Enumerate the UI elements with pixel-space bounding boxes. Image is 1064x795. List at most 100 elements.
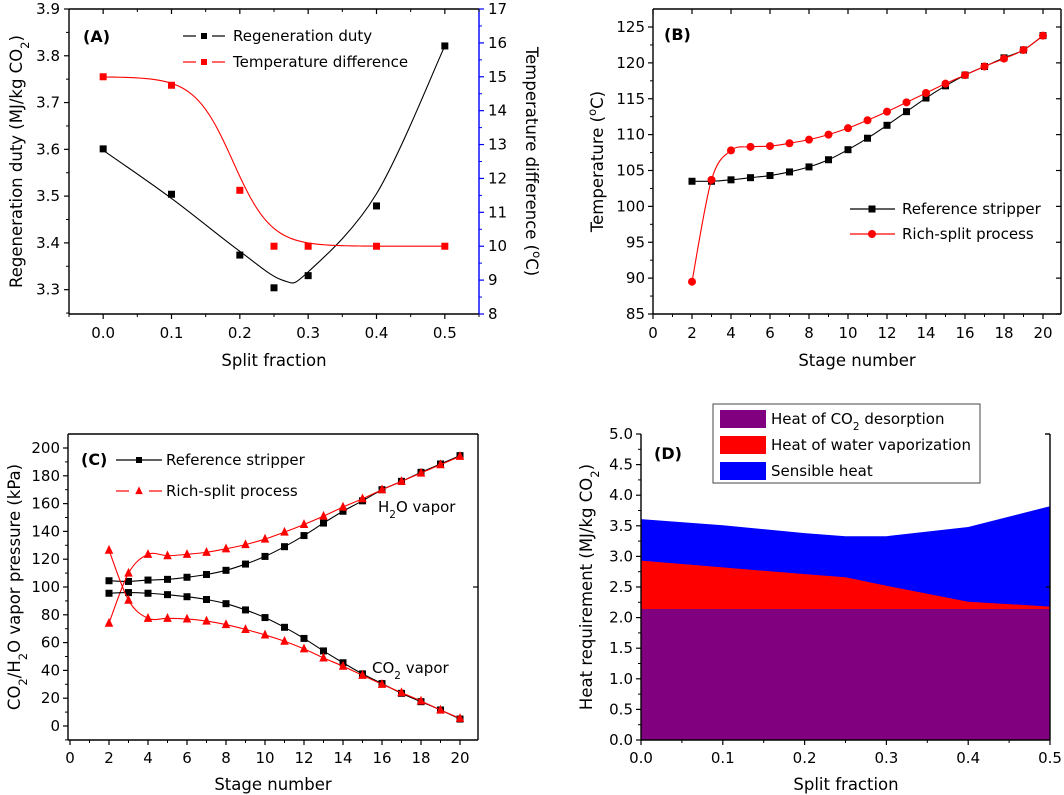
data-point [261, 614, 269, 622]
data-point [203, 596, 210, 604]
y2-tick-label: 11 [488, 203, 507, 221]
y-tick-label: 3.8 [36, 47, 60, 65]
panel-label: (C) [81, 450, 107, 469]
panel-label: (B) [664, 25, 691, 44]
data-point [922, 89, 930, 98]
data-point [727, 176, 735, 184]
series-line [108, 592, 461, 720]
panel-b: 0 2 4 6 8 10 12 14 16 18 20 85 90 95 100 105 110 115 120 12… [585, 8, 1062, 370]
data-point [242, 560, 249, 568]
data-point [377, 679, 387, 688]
y-tick-label: 140 [31, 522, 60, 540]
y-tick-label: 20 [41, 689, 60, 707]
y-tick-label: 60 [41, 634, 60, 652]
data-point [270, 242, 278, 250]
data-point [241, 539, 250, 549]
y-tick-label: 85 [626, 305, 645, 323]
data-point [164, 591, 171, 599]
data-point [844, 124, 852, 133]
data-point [124, 594, 133, 604]
x-axis-title: Stage number [214, 775, 332, 794]
x-tick-label: 8 [221, 749, 231, 767]
x-tick-label: 4 [726, 324, 736, 342]
x-tick-label: 8 [804, 324, 814, 342]
data-point [727, 146, 735, 155]
data-point [902, 98, 911, 107]
data-point [221, 543, 231, 553]
data-point [825, 156, 832, 164]
y-axis-title: CO2/H2O vapor pressure (kPa) [5, 464, 30, 710]
data-point [104, 544, 114, 554]
panel-label: (D) [654, 444, 682, 463]
data-point [280, 526, 289, 536]
series-rich-split-process-h2o [104, 451, 465, 627]
x-tick-label: 0.1 [160, 324, 184, 342]
y-tick-label: 80 [41, 606, 60, 624]
y-tick-label: 4.5 [609, 456, 633, 474]
data-point [99, 73, 107, 81]
x-axis-title: Split fraction [793, 775, 898, 794]
legend-label: Sensible heat [771, 462, 873, 480]
data-point [163, 613, 172, 622]
x-tick-label: 0.5 [1038, 749, 1062, 767]
data-point [281, 623, 288, 631]
series-reference-stripper-h2o [105, 452, 464, 585]
data-point [304, 242, 312, 250]
x-tick-label: 0.3 [296, 324, 320, 342]
x-tick-label: 2 [687, 324, 697, 342]
data-point [766, 142, 774, 151]
x-tick-label: 16 [955, 324, 974, 342]
data-point [766, 172, 774, 180]
data-point [105, 589, 113, 597]
legend-marker [201, 33, 207, 39]
data-point [143, 549, 153, 558]
data-point [416, 695, 426, 705]
series-line [691, 35, 1044, 182]
series-line [108, 455, 461, 582]
legend-swatch [720, 462, 766, 480]
y-tick-label: 3.5 [609, 517, 633, 535]
series-regeneration-duty [99, 42, 449, 292]
y-tick-label: 1.0 [609, 670, 633, 688]
y-axis-title: Heat requirement (MJ/kg CO2) [577, 464, 602, 710]
legend-label: Heat of water vaporization [771, 436, 971, 454]
y-tick-label: 5.0 [609, 425, 633, 443]
series-temperature-difference [99, 73, 449, 250]
legend-marker [868, 205, 876, 213]
data-point [746, 142, 755, 151]
x-tick-label: 18 [411, 749, 430, 767]
data-point [260, 533, 270, 543]
y-tick-label: 160 [31, 495, 60, 513]
data-point [922, 94, 930, 102]
data-point [183, 593, 191, 601]
y2-tick-label: 8 [488, 305, 498, 323]
y-tick-label: 100 [616, 197, 645, 215]
data-point [961, 71, 969, 80]
legend-marker [201, 59, 207, 65]
y-tick-label: 100 [31, 578, 60, 596]
fit-curve [103, 76, 445, 247]
data-point [1039, 31, 1047, 40]
data-point [202, 546, 211, 556]
data-point [455, 713, 465, 722]
x-tick-label: 0.2 [228, 324, 252, 342]
data-point [397, 687, 406, 697]
y-tick-label: 180 [31, 467, 60, 485]
x-tick-label: 20 [450, 749, 469, 767]
data-point [270, 284, 278, 292]
data-point [202, 615, 211, 625]
data-point [299, 643, 309, 653]
y2-tick-label: 17 [488, 0, 507, 18]
x-tick-label: 6 [765, 324, 775, 342]
data-point [222, 600, 230, 608]
y-tick-label: 1.5 [609, 639, 633, 657]
legend: Regeneration duty Temperature difference [183, 27, 408, 71]
y-tick-label: 2.5 [609, 578, 633, 596]
legend-label: Regeneration duty [233, 27, 372, 45]
x-tick-label: 0.3 [874, 749, 898, 767]
data-point [221, 619, 231, 629]
x-tick-label: 0.4 [956, 749, 980, 767]
x-tick-label: 14 [333, 749, 352, 767]
y-tick-label: 120 [616, 54, 645, 72]
y-tick-label: 3.9 [36, 0, 60, 18]
